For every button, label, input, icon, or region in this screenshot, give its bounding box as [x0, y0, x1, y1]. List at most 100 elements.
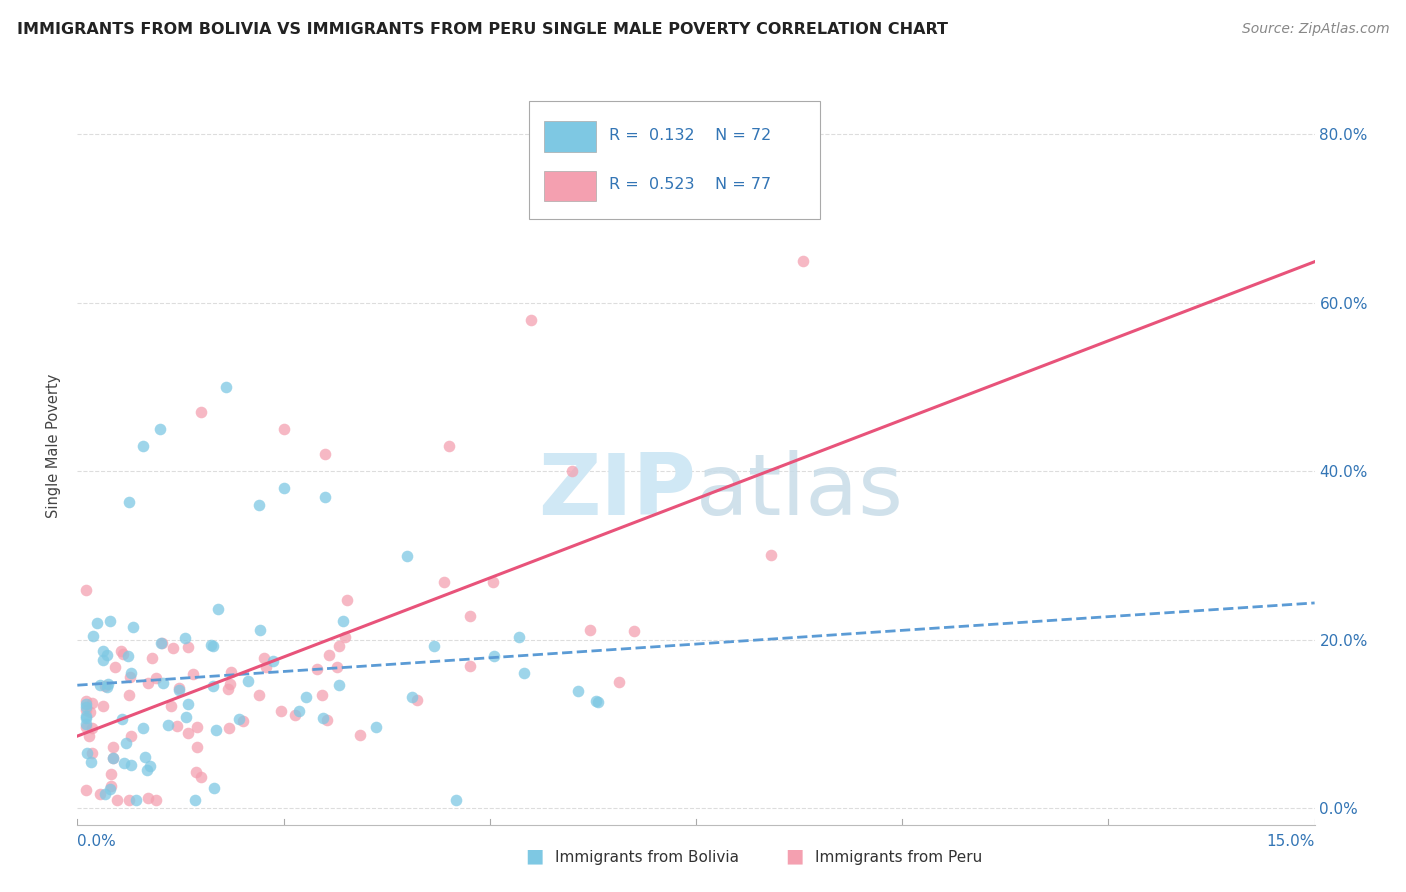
Point	[406, 692, 429, 706]
Point	[97, 677, 120, 691]
Point	[167, 681, 190, 695]
Point	[314, 447, 336, 461]
Point	[132, 721, 155, 735]
Point	[458, 659, 481, 673]
Point	[328, 678, 350, 692]
Point	[207, 602, 229, 616]
Point	[325, 660, 347, 674]
Point	[162, 641, 184, 656]
Point	[288, 704, 311, 718]
Text: ZIP: ZIP	[538, 450, 696, 533]
Point	[75, 711, 97, 725]
Point	[111, 712, 134, 726]
Point	[311, 711, 333, 725]
Text: atlas: atlas	[696, 450, 904, 533]
Point	[101, 750, 124, 764]
Point	[247, 688, 270, 702]
Point	[150, 636, 173, 650]
Bar	[544, 170, 596, 201]
Point	[201, 639, 224, 653]
Text: IMMIGRANTS FROM BOLIVIA VS IMMIGRANTS FROM PERU SINGLE MALE POVERTY CORRELATION : IMMIGRANTS FROM BOLIVIA VS IMMIGRANTS FR…	[17, 22, 948, 37]
Point	[75, 699, 97, 714]
Point	[173, 631, 195, 645]
Point	[79, 705, 101, 719]
Point	[270, 704, 292, 718]
Point	[623, 624, 645, 639]
Text: 15.0%: 15.0%	[1267, 833, 1315, 848]
Point	[100, 781, 122, 796]
Point	[201, 679, 224, 693]
Point	[205, 723, 228, 738]
Point	[433, 575, 456, 590]
Point	[396, 549, 419, 563]
Point	[120, 666, 142, 681]
Text: 0.0%: 0.0%	[77, 833, 117, 848]
Point	[176, 710, 198, 724]
Point	[273, 481, 295, 495]
Point	[117, 648, 139, 663]
Point	[167, 683, 190, 698]
Point	[228, 712, 250, 726]
Point	[219, 665, 242, 680]
Point	[249, 624, 271, 638]
Point	[607, 675, 630, 690]
Text: ■: ■	[785, 847, 804, 865]
Point	[120, 758, 142, 772]
Point	[75, 717, 97, 731]
Point	[75, 582, 97, 597]
Point	[586, 695, 609, 709]
Point	[101, 751, 124, 765]
Point	[792, 253, 814, 268]
Point	[218, 677, 240, 691]
Point	[513, 666, 536, 681]
Point	[112, 756, 135, 770]
Text: Source: ZipAtlas.com: Source: ZipAtlas.com	[1241, 22, 1389, 37]
Point	[444, 793, 467, 807]
Text: Immigrants from Peru: Immigrants from Peru	[815, 850, 983, 865]
Point	[333, 630, 356, 644]
Point	[177, 725, 200, 739]
Point	[121, 620, 143, 634]
Point	[136, 676, 159, 690]
Point	[134, 750, 156, 764]
Point	[273, 422, 295, 436]
Point	[567, 684, 589, 698]
Point	[120, 729, 142, 743]
Point	[80, 755, 103, 769]
Point	[422, 639, 444, 653]
Point	[145, 793, 167, 807]
Point	[315, 714, 337, 728]
Point	[311, 688, 333, 702]
Point	[136, 790, 159, 805]
Point	[96, 680, 118, 694]
Point	[186, 720, 208, 734]
Point	[217, 682, 239, 697]
Point	[152, 675, 174, 690]
Point	[100, 780, 122, 794]
Point	[103, 659, 125, 673]
Point	[437, 439, 460, 453]
Point	[75, 703, 97, 717]
Point	[118, 670, 141, 684]
Point	[318, 648, 340, 663]
Point	[458, 609, 481, 624]
Point	[578, 623, 600, 637]
Point	[100, 767, 122, 781]
Point	[118, 688, 141, 702]
Point	[136, 763, 159, 777]
Point	[349, 728, 371, 742]
Point	[118, 793, 141, 807]
Point	[364, 720, 387, 734]
Point	[305, 662, 328, 676]
Point	[75, 694, 97, 708]
Point	[181, 667, 204, 681]
Point	[82, 721, 104, 735]
Point	[101, 740, 124, 755]
Point	[314, 490, 336, 504]
Point	[93, 679, 115, 693]
Point	[75, 783, 97, 797]
Point	[184, 793, 207, 807]
Point	[508, 630, 530, 644]
Point	[139, 759, 162, 773]
Point	[75, 709, 97, 723]
